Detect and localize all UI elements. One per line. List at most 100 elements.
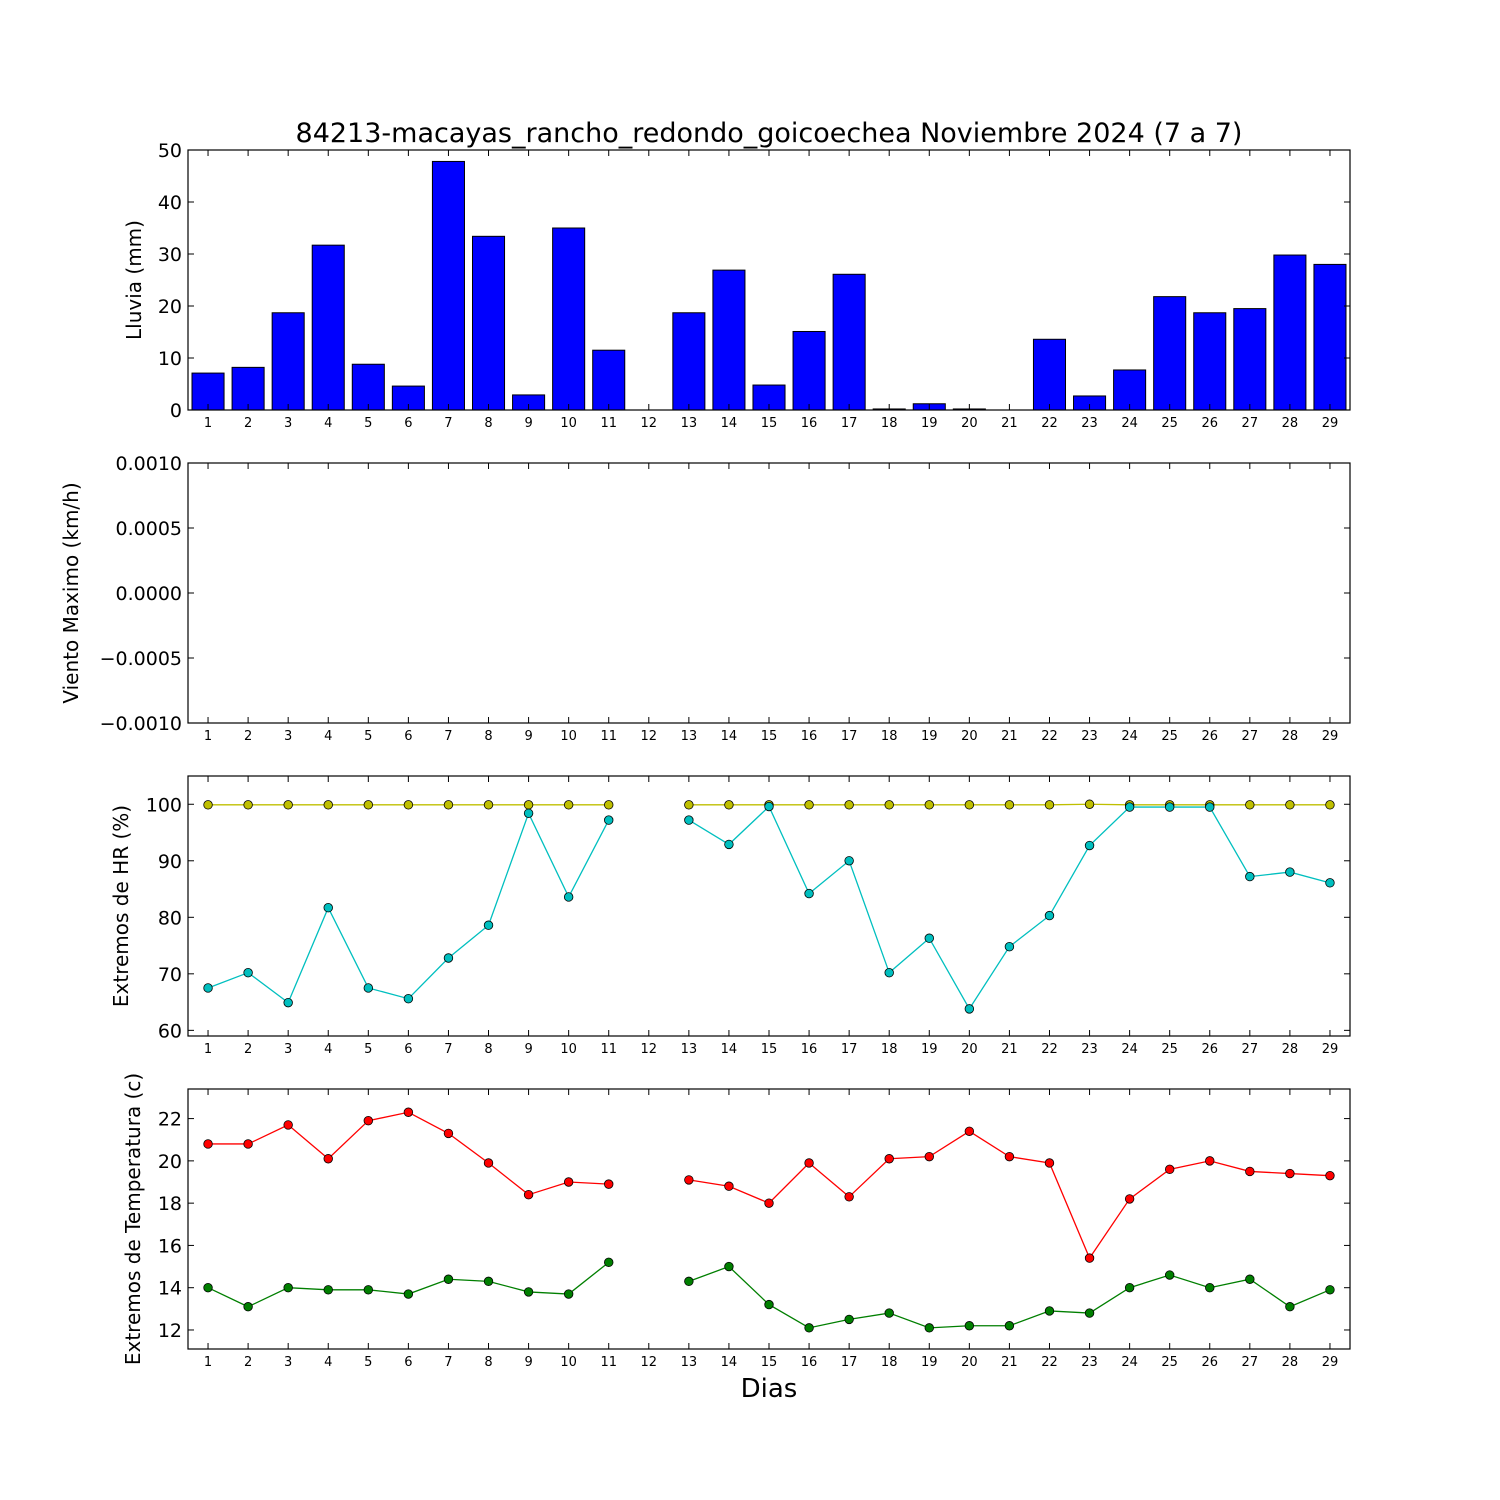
point-temperatura-0-day-16 [804, 1158, 814, 1168]
xtick-label-viento-2: 2 [244, 729, 252, 744]
xtick-label-viento-20: 20 [961, 729, 978, 744]
xtick-label-hr-1: 1 [204, 1042, 212, 1057]
point-temperatura-0-day-8 [483, 1158, 494, 1168]
xtick-label-temperatura-26: 26 [1201, 1355, 1218, 1370]
xtick-label-viento-23: 23 [1081, 729, 1098, 744]
point-hr-1-day-10 [563, 892, 574, 902]
xtick-label-temperatura-9: 9 [524, 1355, 532, 1370]
point-hr-1-day-20 [964, 1004, 975, 1014]
xtick-label-temperatura-17: 17 [841, 1355, 858, 1370]
xtick-label-viento-28: 28 [1282, 729, 1299, 744]
ytick-label-hr-3: 90 [158, 851, 182, 873]
point-temperatura-0-day-11 [604, 1179, 614, 1189]
xtick-label-temperatura-3: 3 [284, 1355, 292, 1370]
xtick-label-viento-19: 19 [921, 729, 938, 744]
ytick-label-hr-0: 60 [158, 1020, 182, 1042]
xtick-label-hr-5: 5 [364, 1042, 372, 1057]
xtick-label-lluvia-27: 27 [1242, 416, 1259, 431]
point-temperatura-0-day-7 [443, 1128, 454, 1139]
ytick-label-viento-1: −0.0005 [100, 648, 182, 670]
ytick-label-temperatura-2: 16 [158, 1235, 182, 1257]
xtick-label-hr-7: 7 [444, 1042, 452, 1057]
point-hr-0-day-5 [363, 800, 374, 810]
xtick-label-temperatura-19: 19 [921, 1355, 938, 1370]
xtick-label-hr-4: 4 [324, 1042, 332, 1057]
point-hr-1-day-25 [1164, 802, 1175, 812]
xtick-label-lluvia-20: 20 [961, 416, 978, 431]
point-hr-1-day-29 [1325, 878, 1335, 888]
point-temperatura-1-day-26 [1205, 1282, 1215, 1293]
point-hr-1-day-4 [323, 902, 333, 913]
point-hr-1-day-28 [1285, 867, 1295, 877]
point-temperatura-1-day-15 [764, 1299, 774, 1310]
point-temperatura-0-day-26 [1205, 1156, 1215, 1166]
xtick-label-hr-24: 24 [1121, 1042, 1138, 1057]
point-hr-0-day-13 [684, 800, 694, 810]
bar-day-22 [1032, 338, 1067, 411]
point-temperatura-0-day-21 [1004, 1151, 1015, 1162]
point-hr-0-day-8 [483, 800, 494, 810]
x-axis-label: Dias [741, 1374, 798, 1404]
point-temperatura-0-day-14 [724, 1181, 734, 1191]
bar-day-11 [592, 349, 626, 411]
xtick-label-temperatura-22: 22 [1041, 1355, 1058, 1370]
xtick-label-temperatura-20: 20 [961, 1355, 978, 1370]
xtick-label-viento-15: 15 [761, 729, 778, 744]
series-temperatura-0-segment-1 [688, 1130, 1330, 1260]
point-temperatura-1-day-11 [604, 1257, 614, 1268]
point-hr-0-day-14 [724, 800, 734, 810]
point-hr-0-day-20 [964, 800, 975, 810]
xtick-label-viento-8: 8 [484, 729, 492, 744]
ytick-label-hr-1: 70 [158, 964, 182, 986]
xtick-label-viento-22: 22 [1041, 729, 1058, 744]
point-hr-1-day-23 [1084, 840, 1095, 851]
point-temperatura-1-day-22 [1044, 1306, 1055, 1316]
point-temperatura-0-day-25 [1164, 1164, 1175, 1175]
xtick-label-lluvia-9: 9 [524, 416, 532, 431]
xtick-label-hr-18: 18 [881, 1042, 898, 1057]
xtick-label-viento-1: 1 [204, 729, 212, 744]
ytick-label-temperatura-3: 18 [158, 1193, 182, 1215]
point-hr-1-day-17 [844, 856, 854, 866]
point-temperatura-1-day-28 [1285, 1302, 1295, 1312]
xtick-label-lluvia-13: 13 [681, 416, 698, 431]
ytick-label-lluvia-4: 40 [158, 192, 182, 214]
point-temperatura-1-day-23 [1084, 1308, 1095, 1318]
xtick-label-hr-9: 9 [524, 1042, 532, 1057]
ytick-label-viento-2: 0.0000 [116, 583, 182, 605]
xtick-label-viento-26: 26 [1201, 729, 1218, 744]
point-temperatura-1-day-29 [1325, 1285, 1335, 1295]
xtick-label-lluvia-14: 14 [721, 416, 738, 431]
point-hr-1-day-9 [523, 808, 534, 819]
y-axis-label-viento: Viento Maximo (km/h) [59, 482, 83, 703]
xtick-label-lluvia-22: 22 [1041, 416, 1058, 431]
xtick-label-viento-13: 13 [681, 729, 698, 744]
axes-frame-hr [187, 775, 1351, 1037]
point-hr-1-day-8 [483, 920, 494, 930]
point-hr-1-day-26 [1205, 802, 1215, 812]
point-hr-0-day-16 [804, 800, 814, 810]
xtick-label-temperatura-6: 6 [404, 1355, 412, 1370]
point-hr-1-day-15 [764, 801, 774, 812]
xtick-label-lluvia-4: 4 [324, 416, 332, 431]
ytick-label-lluvia-0: 0 [170, 400, 182, 422]
xtick-label-temperatura-25: 25 [1161, 1355, 1178, 1370]
xtick-label-viento-29: 29 [1322, 729, 1339, 744]
point-hr-0-day-28 [1285, 800, 1295, 810]
point-hr-1-day-19 [924, 933, 934, 943]
point-temperatura-1-day-3 [283, 1282, 293, 1293]
xtick-label-temperatura-11: 11 [600, 1355, 617, 1370]
point-temperatura-0-day-17 [844, 1192, 854, 1202]
xtick-label-temperatura-15: 15 [761, 1355, 778, 1370]
xtick-label-viento-24: 24 [1121, 729, 1138, 744]
point-hr-1-day-16 [804, 888, 814, 899]
point-temperatura-1-day-16 [804, 1323, 814, 1333]
bar-day-10 [552, 227, 586, 411]
ytick-label-lluvia-1: 10 [158, 348, 182, 370]
bar-day-13 [672, 312, 706, 411]
xtick-label-viento-4: 4 [324, 729, 332, 744]
point-temperatura-0-day-20 [964, 1126, 975, 1136]
bar-day-24 [1113, 369, 1147, 411]
